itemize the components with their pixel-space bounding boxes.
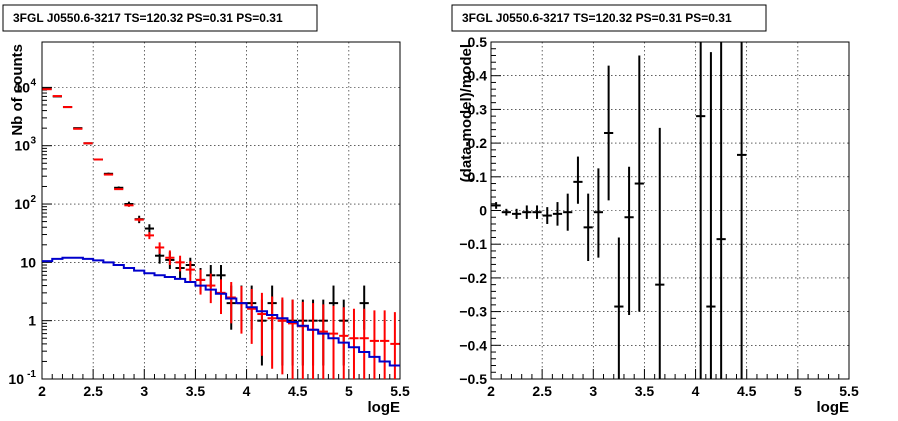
counts-y-axis-label: Nb of counts xyxy=(9,44,26,136)
counts-series-2 xyxy=(42,256,400,367)
counts-plot-frame xyxy=(41,41,401,380)
resid-y-tick-label: 0.5 xyxy=(468,34,488,50)
counts-x-tick-label: 5 xyxy=(345,383,353,399)
resid-x-tick-label: 5 xyxy=(794,383,802,399)
resid-y-tick-label: −0.4 xyxy=(459,337,487,353)
resid-x-tick-label: 2.5 xyxy=(532,383,552,399)
counts-y-tick-exponent: -1 xyxy=(27,369,36,380)
residuals-chart: 3FGL J0550.6-3217 TS=120.32 PS=0.31 PS=0… xyxy=(451,4,859,416)
resid-title-box: 3FGL J0550.6-3217 TS=120.32 PS=0.31 PS=0… xyxy=(451,4,767,32)
counts-x-tick-label: 4.5 xyxy=(288,383,308,399)
counts-chart: 3FGL J0550.6-3217 TS=120.32 PS=0.31 PS=0… xyxy=(2,4,410,416)
counts-x-tick-label: 2.5 xyxy=(83,383,103,399)
resid-x-tick-label: 2 xyxy=(487,383,495,399)
resid-series-0 xyxy=(491,42,747,379)
resid-y-tick-label: 0 xyxy=(479,203,487,219)
counts-x-tick-label: 3 xyxy=(140,383,148,399)
resid-x-tick-label: 3.5 xyxy=(635,383,655,399)
resid-y-tick-label: −0.3 xyxy=(459,304,487,320)
counts-y-tick-label: 10 xyxy=(14,196,30,212)
resid-y-axis-label: (data-model)/model xyxy=(458,44,475,182)
resid-x-tick-label: 4 xyxy=(692,383,700,399)
resid-y-tick-label: −0.5 xyxy=(459,371,487,387)
resid-title-frame xyxy=(451,4,767,32)
resid-x-axis-label: logE xyxy=(817,399,850,416)
resid-y-tick-label: −0.2 xyxy=(459,270,487,286)
resid-y-tick-label: 0.1 xyxy=(468,169,488,185)
counts-y-tick-exponent: 2 xyxy=(30,194,36,205)
counts-x-tick-label: 2 xyxy=(38,383,46,399)
counts-y-tick-exponent: 4 xyxy=(30,77,36,88)
counts-title-frame xyxy=(2,4,318,32)
counts-series-1 xyxy=(42,88,400,379)
counts-x-tick-label: 5.5 xyxy=(390,383,410,399)
resid-x-tick-label: 5.5 xyxy=(839,383,859,399)
counts-series-0 xyxy=(42,87,369,366)
counts-y-tick-label: 10 xyxy=(14,79,30,95)
counts-x-tick-label: 4 xyxy=(243,383,251,399)
counts-y-tick-label: 1 xyxy=(28,313,36,329)
resid-title: 3FGL J0550.6-3217 TS=120.32 PS=0.31 PS=0… xyxy=(462,11,732,25)
counts-y-tick-label: 10 xyxy=(14,138,30,154)
counts-y-tick-exponent: 3 xyxy=(30,136,36,147)
resid-y-tick-label: 0.3 xyxy=(468,101,488,117)
resid-y-tick-label: 0.2 xyxy=(468,135,488,151)
resid-y-tick-label: 0.4 xyxy=(468,68,488,84)
counts-y-tick-label: 10 xyxy=(20,254,36,270)
counts-model-line xyxy=(42,256,400,367)
counts-x-axis-label: logE xyxy=(368,399,401,416)
counts-x-tick-label: 3.5 xyxy=(186,383,206,399)
counts-title-box: 3FGL J0550.6-3217 TS=120.32 PS=0.31 PS=0… xyxy=(2,4,318,32)
resid-x-tick-label: 3 xyxy=(589,383,597,399)
counts-title: 3FGL J0550.6-3217 TS=120.32 PS=0.31 PS=0… xyxy=(13,11,283,25)
resid-x-tick-label: 4.5 xyxy=(737,383,757,399)
counts-y-tick-label: 10 xyxy=(8,371,24,387)
resid-y-tick-label: −0.1 xyxy=(459,236,487,252)
